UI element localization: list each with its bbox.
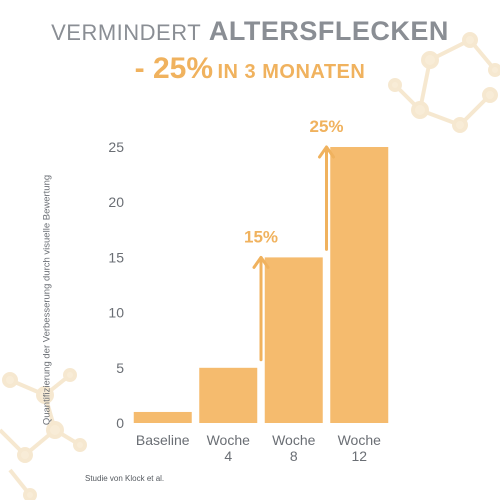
x-tick-label: 4: [224, 448, 232, 464]
y-tick-label: 5: [116, 360, 124, 376]
y-tick-label: 25: [108, 139, 124, 155]
annotation-label: 25%: [309, 117, 343, 136]
bar: [264, 257, 323, 423]
annotation-arrow-head: [318, 145, 335, 159]
page-title: VERMINDERT ALTERSFLECKEN: [0, 16, 500, 47]
y-tick-label: 15: [108, 249, 124, 265]
title-bold-part: ALTERSFLECKEN: [208, 16, 449, 46]
bar: [330, 147, 389, 423]
x-tick-label: Woche: [338, 432, 382, 448]
source-footnote: Studie von Klock et al.: [85, 474, 165, 483]
title-light-part: VERMINDERT: [51, 20, 202, 45]
bar: [133, 411, 192, 423]
y-tick-label: 10: [108, 305, 124, 321]
x-tick-label: 8: [290, 448, 298, 464]
subtitle-period: IN 3 MONATEN: [217, 61, 366, 83]
annotation-label: 15%: [244, 227, 278, 246]
bar: [199, 367, 258, 423]
y-tick-label: 0: [116, 415, 124, 431]
page-subtitle: - 25% IN 3 MONATEN: [0, 52, 500, 86]
x-tick-label: Woche: [207, 432, 251, 448]
annotation-arrow-head: [252, 255, 270, 269]
x-tick-label: 12: [351, 448, 367, 464]
subtitle-percentage: - 25%: [134, 52, 214, 85]
y-tick-label: 20: [108, 194, 124, 210]
x-tick-label: Woche: [272, 432, 316, 448]
x-tick-label: Baseline: [136, 432, 190, 448]
